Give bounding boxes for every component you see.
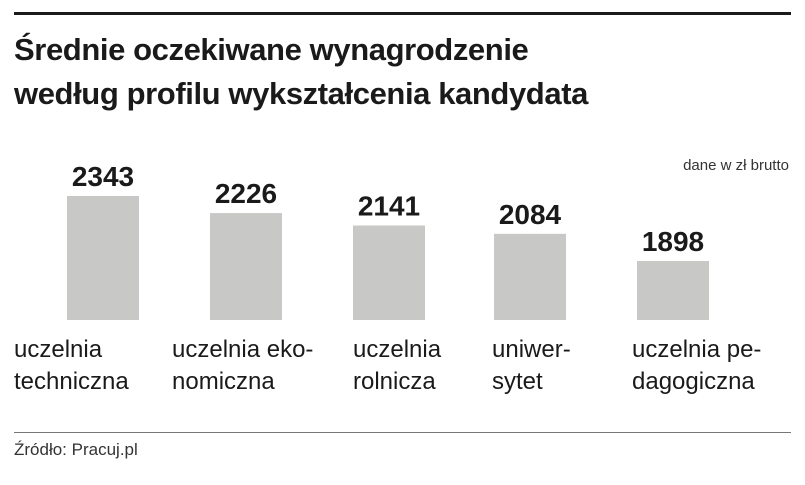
bar-3 [353,225,425,320]
chart-title: Średnie oczekiwane wynagrodzenie według … [14,28,791,116]
bar-value-label-1: 2343 [72,161,134,192]
category-label-1-line-1: uczelnia [14,336,103,363]
category-label-4: uniwer-sytet [492,334,571,398]
bar-5 [637,261,709,320]
bottom-rule [14,432,791,433]
category-label-3: uczelnia rolnicza [353,334,441,398]
chart-title-line-2: według profilu wykształcenia kandydata [14,76,588,111]
category-label-1-line-2: techniczna [14,368,129,395]
source-note: Źródło: Pracuj.pl [14,440,138,459]
category-label-5-line-2: dagogiczna [632,368,755,395]
unit-note: dane w zł brutto [683,157,789,174]
bar-value-label-2: 2226 [215,178,277,209]
category-label-5-line-1: uczelnia pe- [632,336,762,363]
category-label-1: uczelnia techniczna [14,334,129,398]
category-label-2: uczelnia eko-nomiczna [172,334,313,398]
chart-title-line-1: Średnie oczekiwane wynagrodzenie [14,32,529,67]
category-label-4-line-1: uniwer- [492,336,571,363]
bar-value-label-4: 2084 [499,199,562,230]
category-label-2-line-2: nomiczna [172,368,275,395]
category-label-2-line-1: uczelnia eko- [172,336,314,363]
top-rule [14,12,791,15]
bar-2 [210,213,282,320]
category-label-4-line-2: sytet [492,368,543,395]
category-label-3-line-2: rolnicza [353,368,436,395]
category-label-5: uczelnia pe-dagogiczna [632,334,761,398]
bar-value-label-5: 1898 [642,226,704,257]
bar-4 [494,233,566,320]
bar-1 [67,196,139,320]
category-label-3-line-1: uczelnia [353,336,442,363]
bar-value-label-3: 2141 [358,191,420,222]
